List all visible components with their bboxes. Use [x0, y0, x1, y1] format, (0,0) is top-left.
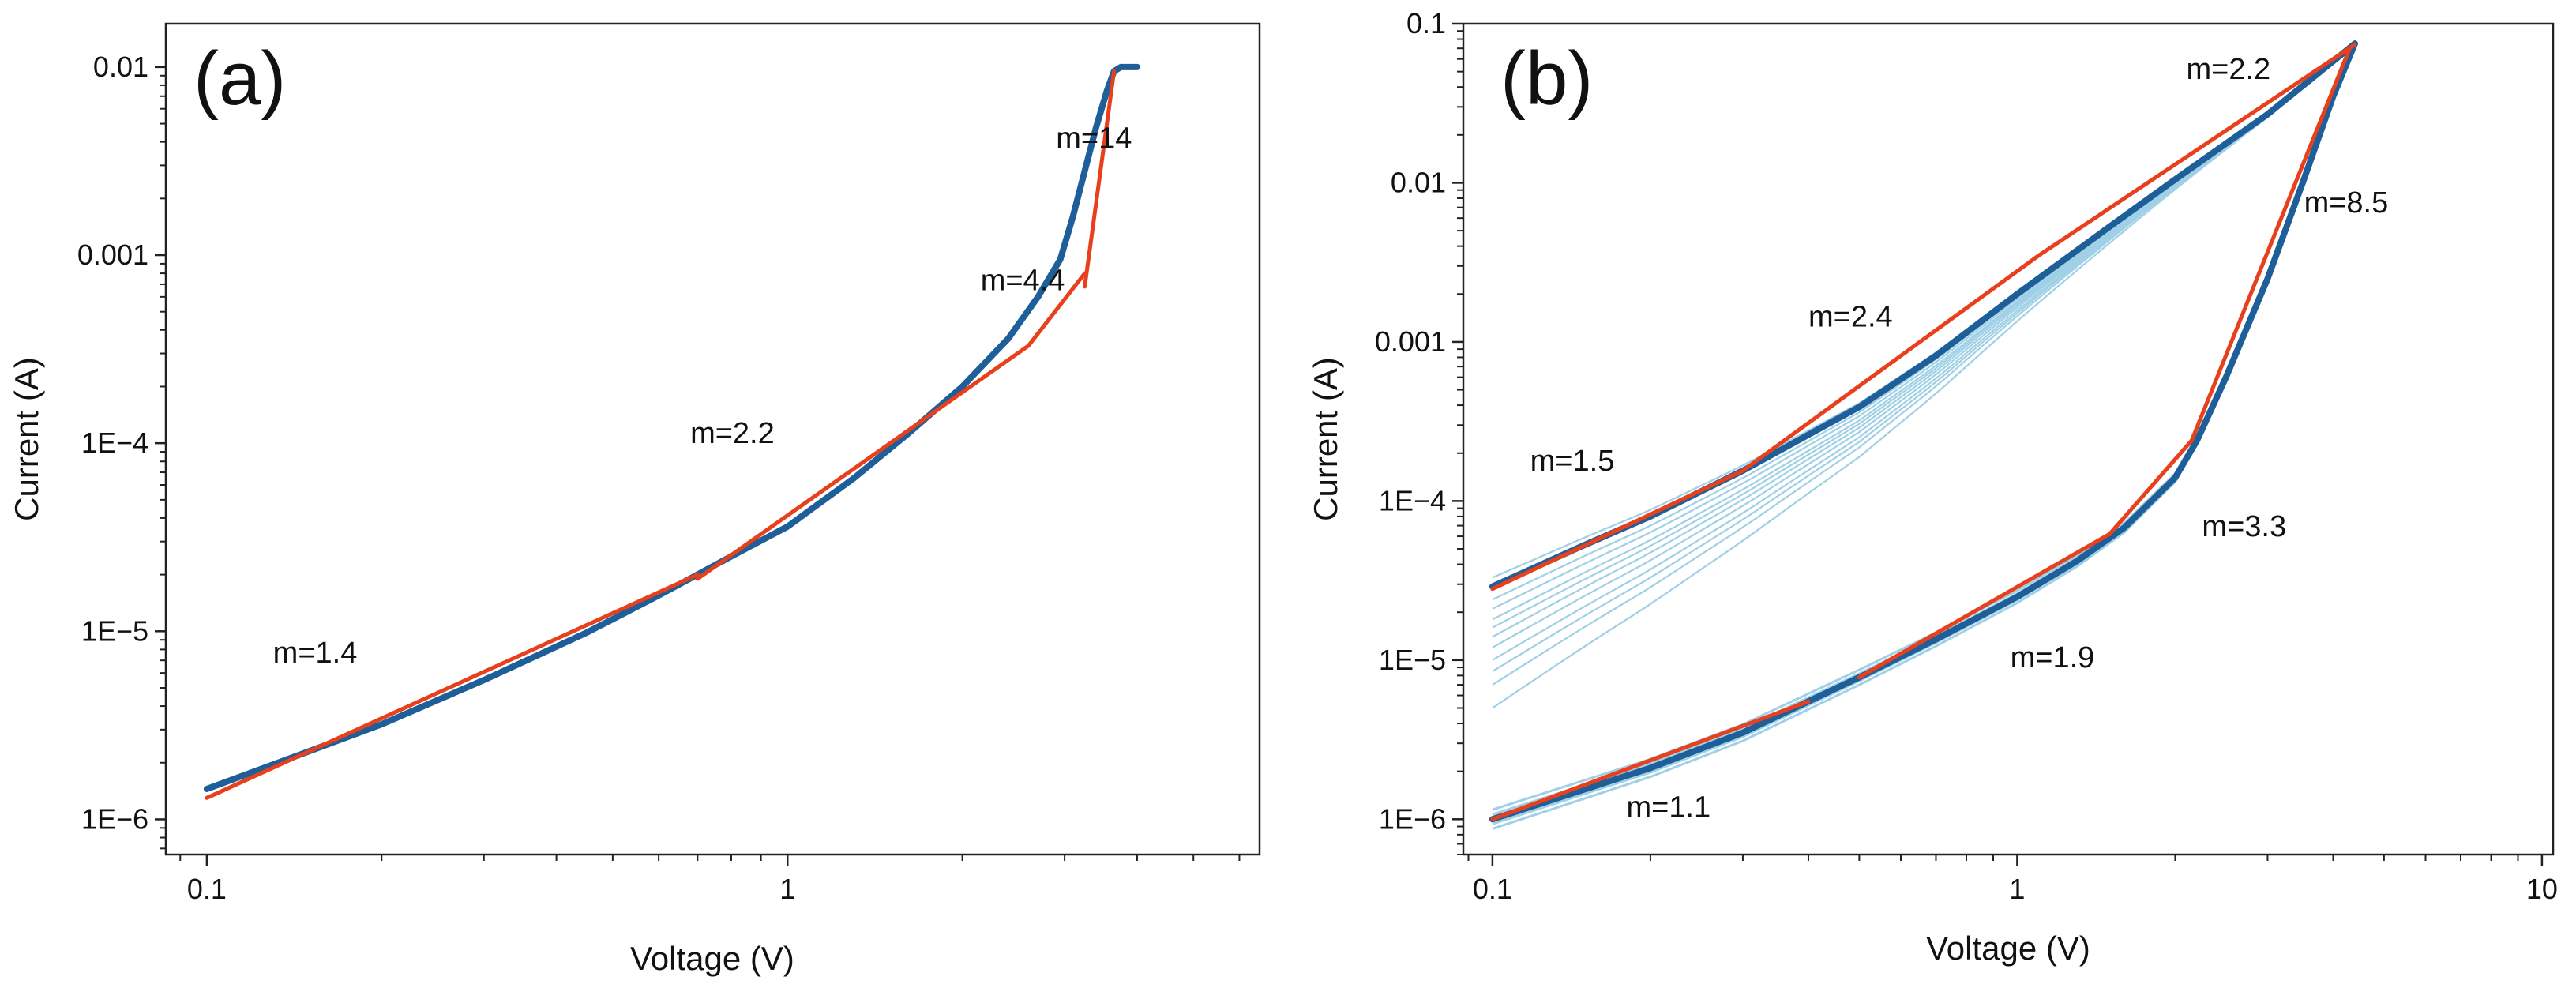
panel-b-ylabel: Current (A)	[1307, 357, 1344, 521]
x-tick-label: 1	[2009, 873, 2025, 905]
cycle-curve	[1492, 43, 2356, 686]
panel-a-ylabel: Current (A)	[8, 357, 45, 521]
panel-a-series	[203, 63, 1140, 800]
y-tick-label: 0.01	[93, 51, 148, 83]
slope-annotation: m=2.2	[690, 417, 775, 450]
fit-line	[2189, 46, 2352, 443]
cycle-lower-band	[1492, 43, 2356, 825]
panel-b-label: (b)	[1500, 36, 1593, 121]
y-tick-label: 1E−5	[81, 614, 148, 647]
panel-a-xlabel: Voltage (V)	[630, 940, 794, 977]
fit-line	[1740, 253, 2041, 473]
slope-annotation: m=3.3	[2202, 510, 2286, 543]
fit-line	[1857, 532, 2112, 680]
slope-annotation: m=2.2	[2187, 53, 2271, 86]
slope-annotation: m=14	[1056, 122, 1132, 156]
cycle-lower-band	[1492, 43, 2356, 816]
cycle-curve	[1492, 43, 2356, 648]
fit-line	[2107, 438, 2194, 536]
series-line	[1489, 40, 2358, 590]
panel-b-ticks: 0.1 1 10 1E−6 1E−5 1E−4 0.001 0.01 0.1	[1375, 7, 2558, 905]
fit-line	[1490, 699, 1811, 821]
panel-a-frame	[164, 22, 1261, 856]
x-tick-label: 1	[779, 873, 795, 905]
cycle-curve	[1492, 43, 2356, 709]
fit-line	[1490, 468, 1745, 592]
cycle-lower-band	[1492, 43, 2356, 830]
slope-annotation: m=4.4	[981, 265, 1065, 298]
y-tick-label: 0.001	[1375, 325, 1446, 358]
fit-line	[1026, 271, 1087, 348]
fit-line	[205, 573, 700, 800]
slope-annotation: m=1.5	[1530, 445, 1615, 478]
slope-annotation: m=8.5	[2304, 186, 2389, 220]
cycle-curve	[1492, 43, 2356, 579]
panel-b-cycles	[1492, 43, 2356, 830]
panel-b-xlabel: Voltage (V)	[1926, 930, 2090, 967]
y-tick-label: 1E−6	[81, 802, 148, 835]
slope-annotation: m=1.1	[1627, 791, 1711, 825]
y-tick-label: 1E−5	[1379, 644, 1446, 676]
y-tick-label: 1E−6	[1379, 802, 1446, 835]
slope-annotation: m=1.4	[273, 637, 358, 670]
y-tick-label: 0.1	[1406, 7, 1446, 39]
y-tick-label: 0.001	[77, 239, 148, 271]
series-line	[1489, 40, 2358, 823]
cycle-lower-band	[1492, 43, 2356, 811]
panel-b-series	[1489, 40, 2358, 823]
x-tick-label: 0.1	[1473, 873, 1512, 905]
y-tick-label: 0.01	[1391, 166, 1446, 198]
panel-b-frame	[1462, 22, 2555, 856]
fit-line	[1083, 69, 1117, 289]
x-tick-label: 0.1	[187, 873, 227, 905]
slope-annotation: m=1.9	[2011, 641, 2095, 674]
slope-annotation: m=2.4	[1808, 300, 1893, 333]
x-tick-label: 10	[2526, 873, 2558, 905]
y-tick-label: 1E−4	[1379, 484, 1446, 517]
y-tick-label: 1E−4	[81, 426, 148, 459]
panel-a-annotations: m=1.4 m=2.2 m=4.4 m=14	[273, 122, 1132, 670]
panel-a: 0.1 1 1E−6 1E−5 1E−4 0.001 0.01 m=1.4 m=2.2 m=4.…	[8, 22, 1261, 977]
cycle-curve	[1492, 43, 2356, 590]
fit-line	[2037, 42, 2357, 257]
fit-line	[695, 344, 1031, 581]
panel-b: 0.1 1 10 1E−6 1E−5 1E−4 0.001 0.01 0.1 m=1.5 m=2.…	[1307, 7, 2558, 967]
panel-a-ticks: 0.1 1 1E−6 1E−5 1E−4 0.001 0.01	[77, 51, 1241, 905]
series-line	[203, 63, 1140, 792]
panel-a-label: (a)	[193, 36, 286, 121]
panel-b-annotations: m=1.5 m=2.4 m=2.2 m=8.5 m=3.3 m=1.9 m=1.1	[1530, 53, 2389, 825]
